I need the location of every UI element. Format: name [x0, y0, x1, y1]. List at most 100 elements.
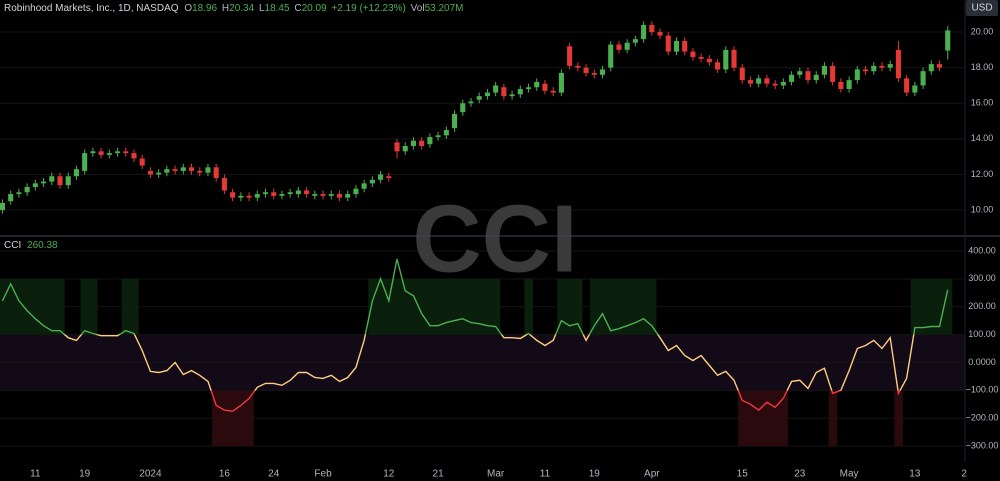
- candle-body: [0, 202, 6, 211]
- overbought-shade: [88, 278, 98, 335]
- value: 18.45: [265, 3, 290, 14]
- candle-body: [230, 192, 236, 198]
- candle-body: [468, 101, 474, 104]
- overbought-shade: [606, 278, 616, 335]
- y-tick-label: 16.00: [971, 98, 994, 108]
- overbought-shade: [927, 278, 936, 335]
- candle-body: [262, 192, 269, 195]
- oversold-shade: [738, 390, 747, 447]
- candle-body: [838, 81, 844, 90]
- candle-body: [534, 81, 540, 88]
- oversold-shade: [894, 390, 904, 447]
- overbought-shade: [368, 278, 377, 335]
- value: 18.96: [192, 3, 217, 14]
- candle-body: [567, 46, 573, 66]
- candle-body: [188, 167, 195, 171]
- oversold-shade: [236, 390, 246, 447]
- x-tick-label: Feb: [314, 469, 332, 480]
- candle-body: [846, 80, 852, 90]
- overbought-shade: [384, 278, 394, 335]
- oversold-shade: [762, 390, 772, 447]
- y-tick-label: 400.00: [968, 245, 996, 255]
- candle-body: [805, 71, 811, 81]
- candle-body: [854, 69, 860, 81]
- candle-body: [98, 151, 104, 155]
- candle-body: [821, 65, 827, 75]
- x-tick-label: Apr: [644, 469, 660, 480]
- candle-body: [632, 39, 638, 43]
- overbought-shade: [121, 278, 131, 335]
- candle-body: [49, 176, 55, 182]
- candle-body: [295, 190, 301, 195]
- symbol: Robinhood Markets, Inc., 1D, NASDAQ: [4, 3, 179, 14]
- overbought-shade: [458, 278, 468, 335]
- overbought-shade: [434, 278, 443, 335]
- candle-body: [345, 194, 351, 198]
- overbought-shade: [557, 278, 567, 335]
- candle-body: [797, 71, 803, 75]
- overbought-shade: [425, 278, 435, 335]
- overbought-shade: [401, 278, 410, 335]
- candle-body: [879, 65, 885, 68]
- candle-body: [320, 194, 326, 196]
- candle-body: [419, 140, 425, 146]
- value: 20.09: [302, 3, 327, 14]
- candle-body: [772, 83, 778, 86]
- candle-body: [690, 51, 696, 57]
- candle-body: [106, 153, 112, 155]
- y-tick-label: 100.00: [968, 329, 996, 339]
- candle-body: [624, 42, 630, 50]
- candle-body: [73, 169, 79, 177]
- y-tick-label: 12.00: [971, 169, 994, 179]
- overbought-shade: [80, 278, 90, 335]
- candle-body: [558, 72, 564, 93]
- oversold-shade: [828, 390, 838, 447]
- overbought-shade: [31, 278, 40, 335]
- x-tick-label: 19: [589, 469, 601, 480]
- candle-body: [542, 83, 548, 91]
- overbought-shade: [39, 278, 49, 335]
- candle-body: [287, 192, 293, 195]
- candle-body: [789, 74, 795, 82]
- candle-body: [82, 153, 88, 171]
- overbought-shade: [23, 278, 32, 335]
- overbought-shade: [918, 278, 928, 335]
- candle-body: [114, 151, 121, 154]
- candle-body: [887, 64, 893, 68]
- candle-body: [895, 49, 901, 79]
- y-tick-label: 14.00: [971, 133, 994, 143]
- candle-body: [131, 153, 137, 159]
- x-tick-label: 23: [794, 469, 806, 480]
- candle-body: [928, 64, 934, 72]
- candle-body: [599, 69, 606, 75]
- cci-line: [1, 258, 949, 413]
- overbought-shade: [466, 278, 476, 335]
- candle-body: [665, 35, 671, 52]
- candle-body: [525, 87, 532, 90]
- candle-body: [213, 167, 219, 179]
- candle-body: [271, 192, 277, 196]
- candle-body: [123, 151, 129, 154]
- candle-body: [57, 176, 63, 186]
- candle-body: [238, 195, 244, 198]
- candle-body: [739, 67, 745, 81]
- overbought-shade: [475, 278, 484, 335]
- overbought-shade: [614, 278, 624, 335]
- candle-body: [476, 96, 482, 100]
- candle-body: [65, 176, 71, 186]
- overbought-shade: [483, 278, 493, 335]
- backgrounds: [0, 31, 965, 447]
- candle-body: [41, 181, 47, 184]
- overbought-shade: [573, 278, 583, 335]
- label: H: [222, 3, 229, 14]
- overbought-shade: [935, 278, 945, 335]
- overbought-shade: [598, 278, 608, 335]
- overbought-shade: [409, 278, 419, 335]
- candle-body: [172, 169, 178, 171]
- indicator-name: CCI: [4, 240, 21, 251]
- oversold-shade: [228, 390, 238, 447]
- overbought-shade: [943, 278, 953, 335]
- candle-body: [698, 56, 704, 59]
- y-tick-label: −100.00: [966, 385, 999, 395]
- candle-body: [8, 194, 14, 202]
